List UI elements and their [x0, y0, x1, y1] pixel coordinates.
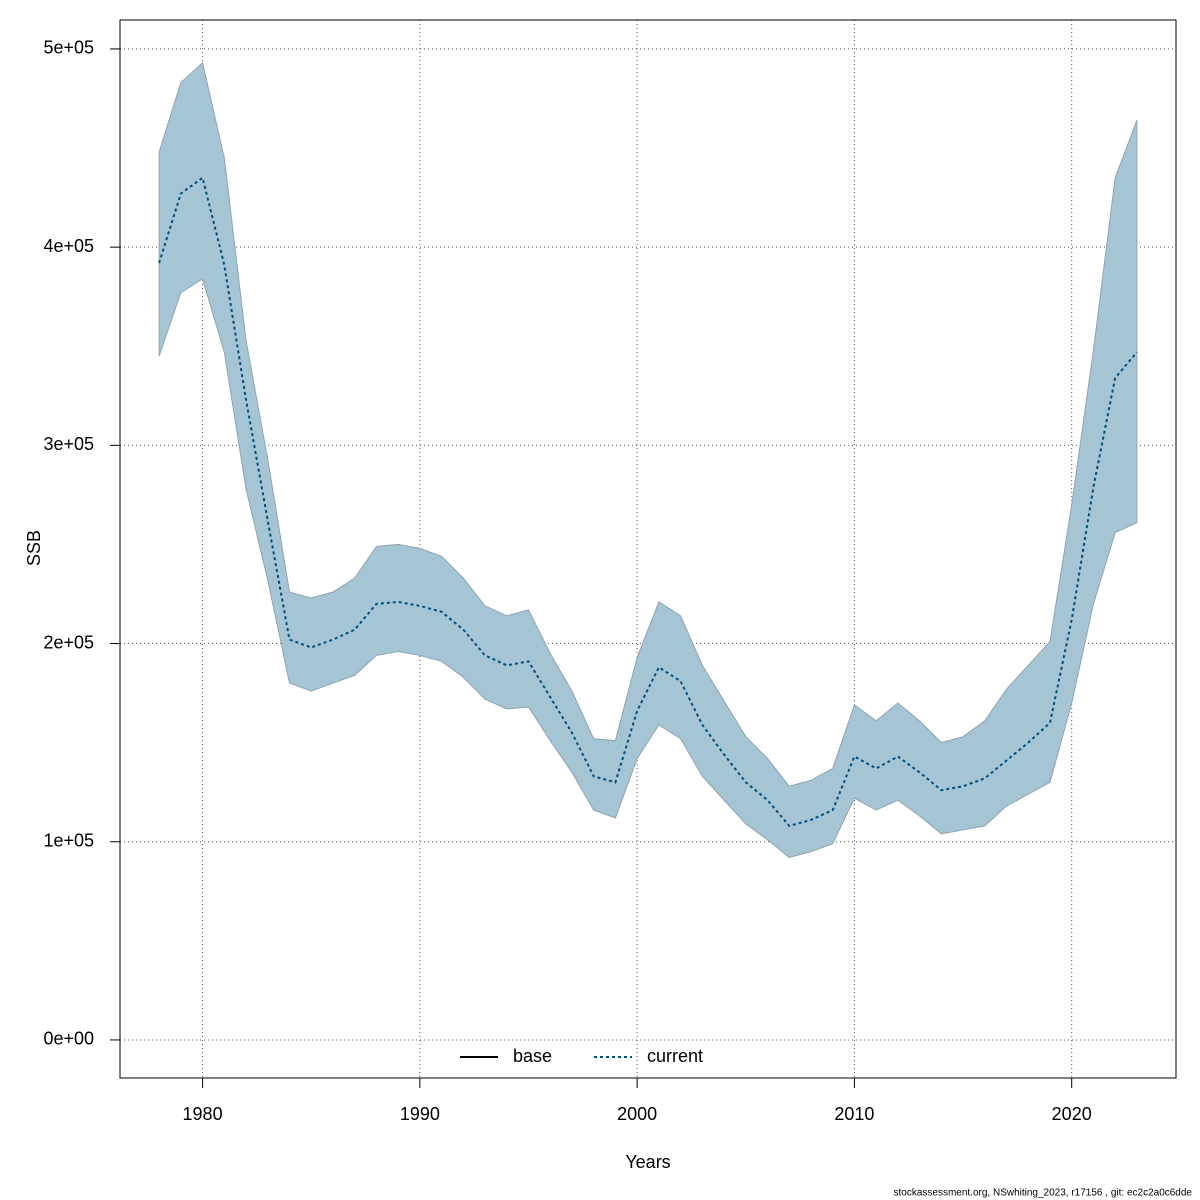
y-tick-label: 3e+05	[43, 434, 94, 454]
legend-label: current	[647, 1046, 703, 1066]
y-tick-label: 2e+05	[43, 632, 94, 652]
y-tick-label: 1e+05	[43, 830, 94, 850]
y-tick-label: 0e+00	[43, 1029, 94, 1049]
y-tick-label: 4e+05	[43, 236, 94, 256]
confidence-band	[158, 61, 1138, 859]
x-tick-label: 2010	[834, 1104, 874, 1124]
x-tick-label: 2020	[1052, 1104, 1092, 1124]
y-tick-label: 5e+05	[43, 38, 94, 58]
x-tick-label: 1990	[400, 1104, 440, 1124]
x-tick-label: 1980	[183, 1104, 223, 1124]
footer: stockassessment.org, NSwhiting_2023, r17…	[893, 1188, 1192, 1199]
legend-label: base	[513, 1046, 552, 1066]
x-tick-label: 2000	[617, 1104, 657, 1124]
x-axis-label: Years	[625, 1152, 670, 1172]
y-axis-label: SSB	[24, 530, 44, 566]
